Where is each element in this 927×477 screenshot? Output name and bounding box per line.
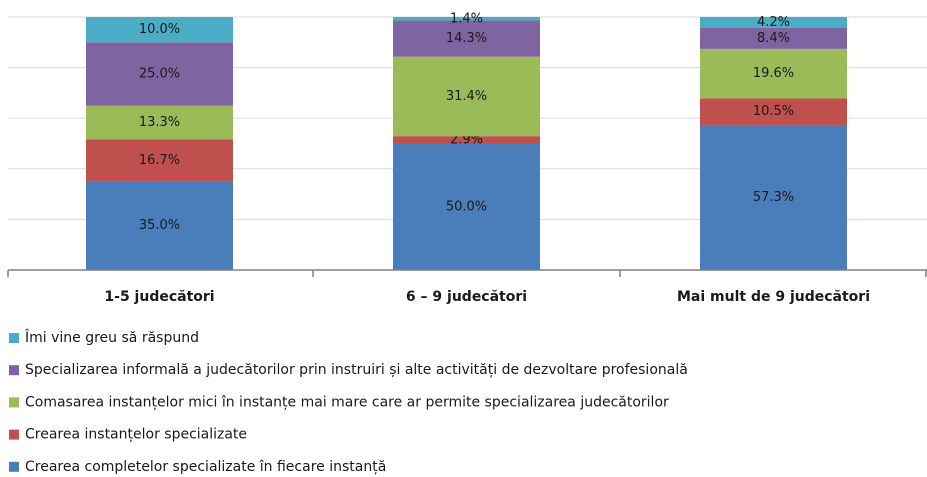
bar-segment <box>700 125 847 270</box>
bar-segment <box>700 17 847 28</box>
bar-segment <box>393 136 540 144</box>
legend-label: Crearea completelor specializate în fiec… <box>25 459 386 475</box>
bar-segment <box>86 17 233 43</box>
value-label: 25.0% <box>139 66 180 81</box>
legend-label: Îmi vine greu să răspund <box>24 328 199 346</box>
legend-label: Comasarea instanțelor mici în instanțe m… <box>25 394 669 410</box>
bar-segment <box>700 48 847 99</box>
value-label: 1.4% <box>450 11 483 26</box>
value-label: 31.4% <box>446 89 487 104</box>
legend-swatch <box>9 397 19 408</box>
bar-segment <box>393 56 540 137</box>
x-tick-label: Mai mult de 9 judecători <box>677 289 870 305</box>
legend-label: Crearea instanțelor specializate <box>25 427 247 443</box>
value-label: 57.3% <box>753 190 794 205</box>
bar-segment <box>700 98 847 126</box>
value-label: 8.4% <box>757 31 790 46</box>
value-label: 19.6% <box>753 66 794 81</box>
value-label: 14.3% <box>446 31 487 46</box>
legend-swatch <box>9 429 19 440</box>
bar-segment <box>393 143 540 270</box>
legend-label: Specializarea informală a judecătorilor … <box>25 362 688 378</box>
bar-segment <box>86 181 233 270</box>
x-tick-label: 6 – 9 judecători <box>406 289 527 305</box>
value-label: 10.0% <box>139 22 180 37</box>
legend-swatch <box>9 365 19 376</box>
bar-segment <box>393 20 540 57</box>
value-label: 16.7% <box>139 153 180 168</box>
x-tick-label: 1-5 judecători <box>104 289 214 305</box>
value-label: 13.3% <box>139 115 180 130</box>
legend-swatch <box>9 461 19 472</box>
legend-swatch <box>9 333 19 343</box>
bar-segment <box>393 17 540 21</box>
value-label: 35.0% <box>139 218 180 233</box>
bar-segment <box>86 105 233 140</box>
bar-segment <box>700 27 847 49</box>
value-label: 10.5% <box>753 104 794 119</box>
bar-segment <box>86 42 233 106</box>
value-label: 50.0% <box>446 199 487 214</box>
value-label: 4.2% <box>757 15 790 30</box>
bar-segment <box>86 139 233 182</box>
